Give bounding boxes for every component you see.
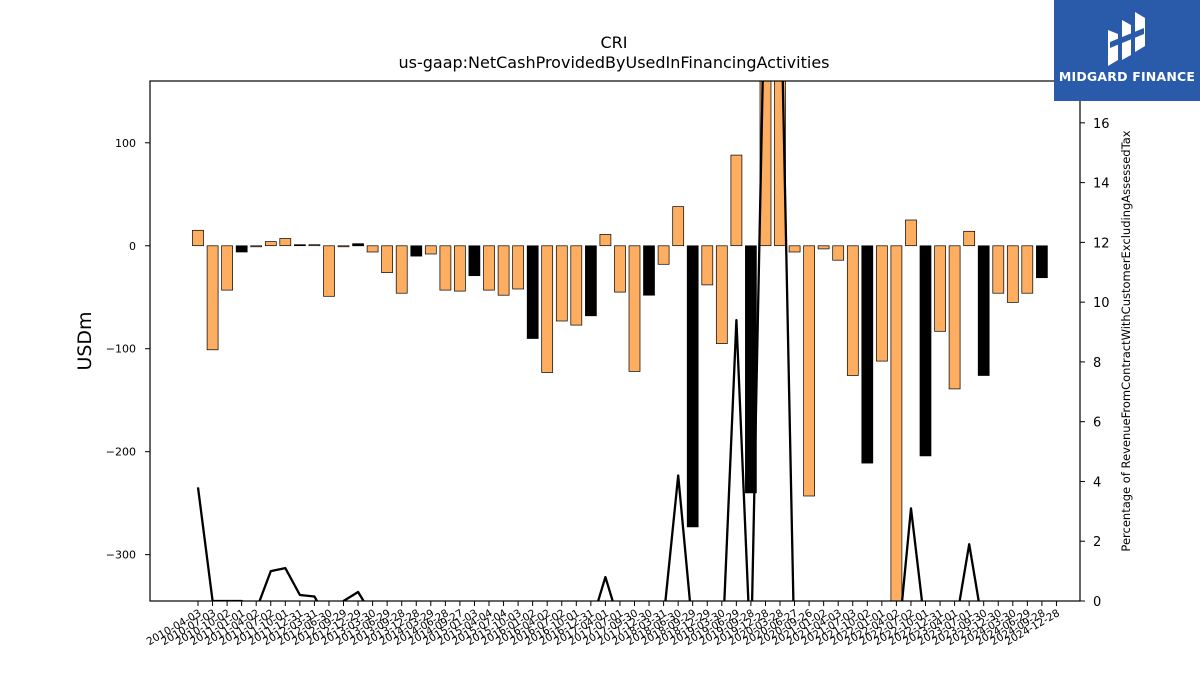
bar-2011-07-02 (264, 241, 277, 247)
bar-2023-04-01 (948, 245, 961, 390)
bar-2015-10-03 (512, 245, 524, 290)
bar-2017-12-30 (643, 245, 655, 296)
brand-logo: MIDGARD FINANCE (1054, 0, 1200, 101)
bar-2023-07-01 (963, 230, 976, 247)
plot-frame (149, 80, 1081, 602)
bar-2017-04-01 (599, 234, 612, 247)
y2-tick-label: 12 (1093, 236, 1110, 251)
bar-2016-01-02 (526, 245, 539, 339)
y-tick-label: 0 (129, 240, 136, 253)
bar-2019-03-30 (715, 245, 728, 344)
y2-axis-label: Percentage of RevenueFromContractWithCus… (1119, 130, 1133, 551)
y2-tick-label: 2 (1093, 535, 1101, 550)
bar-2010-10-02 (221, 245, 233, 291)
bar-2011-04-02 (250, 245, 263, 248)
bar-2018-03-31 (657, 245, 670, 265)
y2-tick-label: 6 (1093, 416, 1101, 431)
bar-2019-06-29 (730, 154, 743, 247)
bar-2022-07-02 (905, 219, 917, 247)
bar-2011-12-31 (294, 244, 306, 247)
bar-2013-12-28 (410, 245, 423, 257)
bar-2021-10-02 (861, 245, 874, 464)
bar-2022-12-31 (934, 245, 946, 332)
chart-title: CRI (600, 33, 627, 52)
bar-2020-06-27 (788, 245, 801, 253)
bar-2015-01-03 (468, 245, 481, 277)
bar-series (192, 81, 1048, 601)
bar-2013-03-30 (366, 245, 379, 253)
bar-2021-07-03 (846, 245, 859, 376)
bar-2020-09-26 (803, 245, 815, 497)
bar-2021-01-02 (817, 245, 830, 250)
bar-2010-04-03 (192, 229, 204, 247)
x-axis: 2010-04-032010-07-032010-10-022011-01-01… (145, 601, 1062, 648)
bar-2024-09-28 (1036, 245, 1048, 279)
y-tick-label: 100 (115, 137, 136, 150)
y-axis: −300 −200 −100 0 100 (106, 137, 150, 562)
bar-2012-06-30 (323, 245, 335, 297)
y-tick-label: −300 (106, 549, 136, 562)
bar-2018-12-29 (701, 245, 714, 286)
bar-2016-07-02 (555, 245, 568, 322)
bar-2016-12-31 (585, 245, 597, 317)
bar-2014-06-28 (439, 245, 452, 291)
y-tick-label: −100 (106, 343, 136, 356)
logo-text: MIDGARD FINANCE (1058, 69, 1196, 84)
logo-mark-icon (1108, 12, 1145, 66)
bar-2022-10-01 (919, 245, 932, 457)
bar-2011-10-01 (279, 238, 292, 247)
bar-2012-03-31 (308, 244, 321, 247)
bar-2022-04-02 (890, 245, 903, 601)
bar-2016-04-02 (541, 245, 554, 373)
bar-2021-04-03 (832, 245, 845, 261)
bar-2024-03-30 (1006, 245, 1019, 303)
bar-2019-12-28 (759, 81, 772, 247)
y2-tick-label: 16 (1093, 117, 1110, 132)
chart-subtitle: us-gaap:NetCashProvidedByUsedInFinancing… (398, 53, 829, 72)
y2-tick-label: 10 (1093, 296, 1110, 311)
bar-2020-03-28 (774, 81, 786, 247)
bar-2010-07-03 (206, 245, 219, 351)
bar-2013-09-28 (395, 245, 408, 294)
bar-2015-04-04 (483, 245, 495, 291)
percentage-line (196, 81, 980, 601)
bar-2023-12-30 (992, 245, 1005, 294)
y2-tick-label: 8 (1093, 356, 1101, 371)
y2-tick-label: 14 (1093, 177, 1110, 192)
bar-2015-07-04 (497, 245, 510, 296)
bar-2014-03-29 (424, 245, 437, 255)
bar-2012-12-29 (352, 243, 364, 247)
bar-2016-10-01 (570, 245, 583, 326)
y2-tick-label: 0 (1093, 595, 1101, 610)
line-series (196, 81, 980, 601)
bar-2018-06-30 (672, 206, 685, 247)
y2-axis: 0 2 4 6 8 10 12 14 16 (1080, 117, 1110, 610)
bar-2014-09-27 (454, 245, 466, 292)
y2-tick-label: 4 (1093, 475, 1101, 490)
bar-2018-09-29 (686, 245, 699, 528)
bar-2024-06-29 (1021, 245, 1034, 294)
bar-2017-07-01 (614, 245, 626, 293)
y-axis-label: USDm (74, 311, 96, 370)
y-tick-label: −200 (106, 446, 136, 459)
bar-2011-01-01 (235, 245, 248, 253)
bar-2012-09-29 (337, 245, 350, 248)
bar-2022-01-01 (876, 245, 888, 362)
bar-2023-09-30 (977, 245, 990, 376)
bar-2013-06-29 (381, 245, 393, 273)
bar-2017-09-30 (628, 245, 641, 372)
